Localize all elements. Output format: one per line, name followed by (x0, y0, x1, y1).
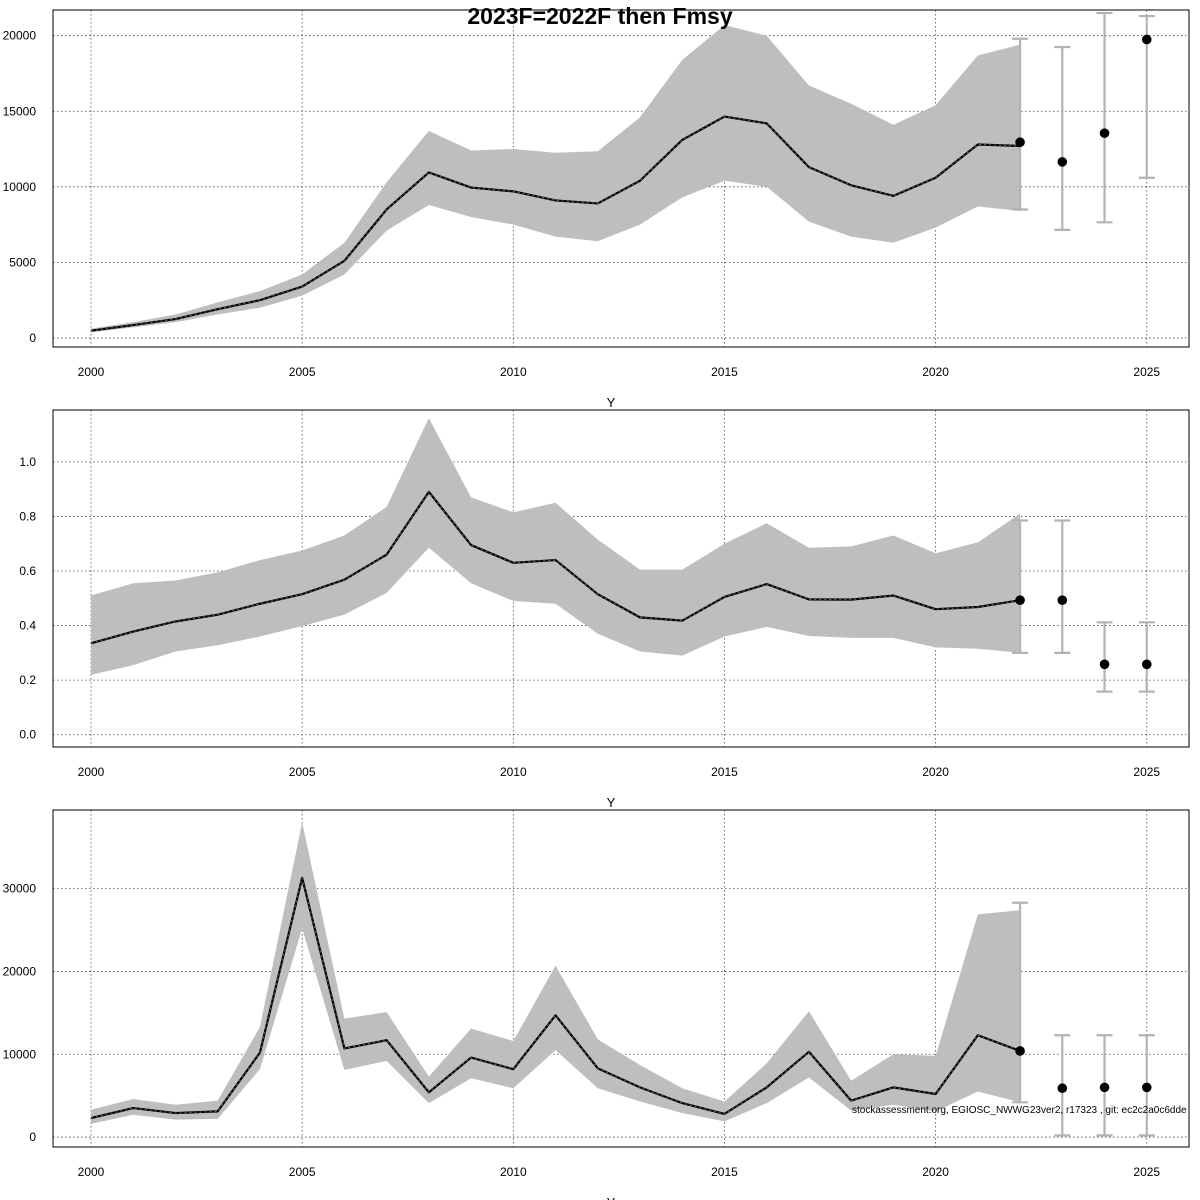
recruits-x-tick-label: 2000 (78, 1165, 105, 1179)
ssb-panel: 2000 2005 2010 2015 2020 2025 0 5000 10000 15000 2… (3, 9, 1190, 410)
ssb-forecast-point (1099, 128, 1110, 138)
f-forecast-point (1015, 595, 1025, 605)
recruits-x-tick-label: 2005 (289, 1165, 316, 1179)
f-x-tick-label: 2015 (711, 765, 738, 779)
f-x-tick-label: 2020 (922, 765, 949, 779)
recruits-estimate-line-dots (90, 877, 1021, 1119)
recruits-forecast-point (1099, 1082, 1110, 1093)
f-y-tick-label: 0.4 (19, 619, 36, 633)
ssb-x-tick-label: 2010 (500, 365, 527, 379)
ssb-y-tick-label: 0 (29, 331, 36, 345)
ssb-x-tick-label: 2015 (711, 365, 738, 379)
f-forecast-point (1057, 595, 1068, 605)
recruits-x-tick-label: 2015 (711, 1165, 738, 1179)
f-x-axis-title: Y (607, 795, 616, 810)
ssb-forecast-point (1015, 137, 1025, 148)
recruits-y-tick-label: 0 (29, 1130, 36, 1144)
recruits-x-tick-label: 2010 (500, 1165, 527, 1179)
f-y-tick-label: 1.0 (19, 455, 36, 469)
ssb-x-tick-label: 2005 (289, 365, 316, 379)
f-panel: 2000 2005 2010 2015 2020 2025 0.0 0.2 0.4 0.6 0.8 1… (19, 409, 1190, 810)
f-forecast-point (1099, 659, 1110, 670)
f-x-tick-label: 2005 (289, 765, 316, 779)
chart-title: 2023F=2022F then Fmsy (467, 3, 732, 29)
f-estimate-line-dots (90, 491, 1021, 644)
ssb-plot-frame (52, 9, 1190, 348)
ssb-x-tick-label: 2020 (922, 365, 949, 379)
recruits-plot-frame (52, 809, 1190, 1148)
ssb-forecast-point (1141, 34, 1152, 45)
footnote: stockassessment.org, EGIOSC_NWWG23ver2, … (852, 1105, 1187, 1116)
ssb-estimate-line-dots (90, 116, 1021, 332)
f-y-tick-label: 0.2 (19, 673, 36, 687)
ssb-y-tick-label: 20000 (3, 29, 37, 43)
recruits-x-tick-label: 2025 (1133, 1165, 1160, 1179)
f-y-tick-label: 0.6 (19, 564, 36, 578)
f-plot-frame (52, 409, 1190, 748)
recruits-y-tick-label: 20000 (3, 964, 37, 978)
recruits-panel: 2000 2005 2010 2015 2020 2025 0 10000 20000 30000… (3, 809, 1190, 1200)
f-x-tick-label: 2000 (78, 765, 105, 779)
ssb-y-tick-label: 15000 (3, 104, 37, 118)
f-x-tick-label: 2025 (1133, 765, 1160, 779)
chart-panels: 2000 2005 2010 2015 2020 2025 0 5000 10000 15000 2… (3, 9, 1190, 1200)
recruits-forecast-point (1057, 1083, 1068, 1094)
ssb-x-tick-label: 2025 (1133, 365, 1160, 379)
recruits-x-axis-title: Y (607, 1195, 616, 1200)
recruits-y-tick-label: 30000 (3, 882, 37, 896)
f-forecast-point (1141, 659, 1152, 670)
f-confidence-band (91, 418, 1021, 675)
ssb-forecast-point (1057, 157, 1068, 167)
recruits-forecast-point (1141, 1082, 1152, 1093)
f-y-tick-label: 0.8 (19, 509, 36, 523)
recruits-y-tick-label: 10000 (3, 1047, 37, 1061)
recruits-confidence-band (91, 822, 1021, 1124)
ssb-y-tick-label: 10000 (3, 180, 37, 194)
ssb-y-tick-label: 5000 (9, 255, 36, 269)
ssb-x-tick-label: 2000 (78, 365, 105, 379)
f-x-tick-label: 2010 (500, 765, 527, 779)
ssb-confidence-band (91, 25, 1021, 333)
ssb-x-axis-title: Y (607, 395, 616, 410)
f-y-tick-label: 0.0 (19, 728, 36, 742)
recruits-forecast-point (1015, 1046, 1025, 1056)
recruits-x-tick-label: 2020 (922, 1165, 949, 1179)
